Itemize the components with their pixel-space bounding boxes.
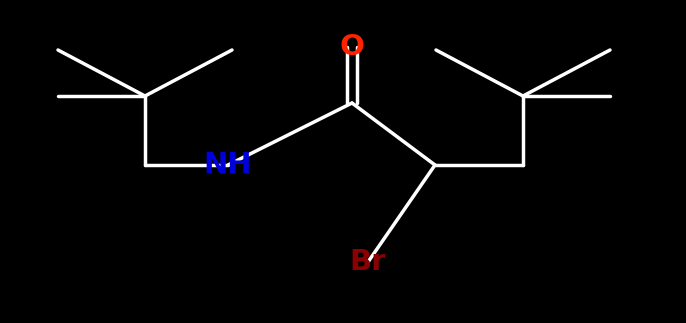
Text: Br: Br [350, 248, 386, 276]
Text: O: O [340, 33, 364, 61]
Text: NH: NH [204, 151, 252, 179]
